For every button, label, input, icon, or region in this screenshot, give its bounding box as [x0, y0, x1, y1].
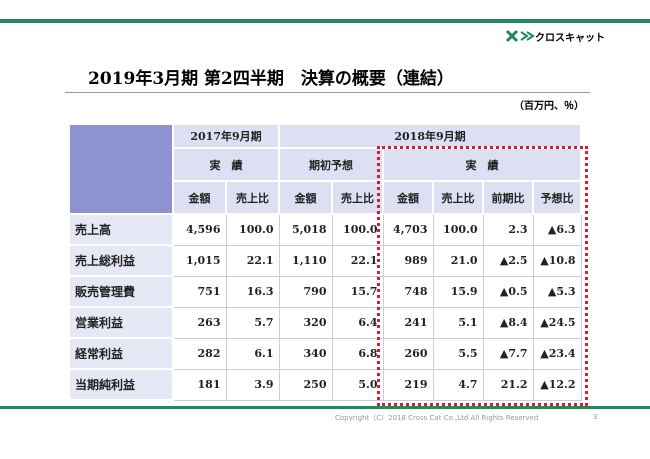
cell: 21.2 [482, 368, 534, 401]
cell: 219 [382, 368, 434, 401]
results-table: 2017年9月期 2018年9月期 実 績 期初予想 実 績 金額 売上比 金額 売上… [68, 123, 582, 401]
cell: 181 [172, 368, 227, 401]
highlight-box [377, 146, 588, 406]
column-header: 金額 [278, 180, 333, 215]
column-header: 前期比 [482, 180, 534, 215]
cell: ▲24.5 [532, 306, 582, 339]
cell: 241 [382, 306, 434, 339]
bottom-rule [0, 406, 650, 409]
cell: ▲23.4 [532, 337, 582, 370]
period-header: 2018年9月期 [278, 123, 582, 149]
corner-cell [68, 123, 174, 215]
cell: 2.3 [482, 213, 534, 246]
cell: 15.9 [432, 275, 484, 308]
page-number: 3 [593, 413, 598, 421]
cell: 6.4 [331, 306, 384, 339]
cell: 1,110 [278, 244, 333, 277]
cell: 263 [172, 306, 227, 339]
cell: 1,015 [172, 244, 227, 277]
row-label: 売上総利益 [68, 244, 174, 277]
cell: 4.7 [432, 368, 484, 401]
cell: ▲7.7 [482, 337, 534, 370]
row-label: 売上高 [68, 213, 174, 246]
cell: 320 [278, 306, 333, 339]
cell: 5.7 [225, 306, 280, 339]
cell: 250 [278, 368, 333, 401]
cell: 15.7 [331, 275, 384, 308]
column-header: 金額 [172, 180, 227, 215]
column-header: 金額 [382, 180, 434, 215]
cell: ▲10.8 [532, 244, 582, 277]
group-header: 実 績 [172, 147, 280, 182]
cell: 5.0 [331, 368, 384, 401]
cell: 790 [278, 275, 333, 308]
row-label: 当期純利益 [68, 368, 174, 401]
cell: 21.0 [432, 244, 484, 277]
column-header: 売上比 [225, 180, 280, 215]
column-header: 売上比 [432, 180, 484, 215]
cell: 4,703 [382, 213, 434, 246]
column-header: 売上比 [331, 180, 384, 215]
cell: 16.3 [225, 275, 280, 308]
cell: 260 [382, 337, 434, 370]
copyright: Copyright（C）2018 Cross Cat Co.,Ltd All R… [335, 414, 539, 422]
cell: 6.1 [225, 337, 280, 370]
row-label: 営業利益 [68, 306, 174, 339]
cell: ▲5.3 [532, 275, 582, 308]
column-header: 予想比 [532, 180, 582, 215]
cell: 100.0 [225, 213, 280, 246]
cell: ▲8.4 [482, 306, 534, 339]
group-header: 実 績 [382, 147, 582, 182]
cell: 100.0 [331, 213, 384, 246]
row-label: 販売管理費 [68, 275, 174, 308]
group-header: 期初予想 [278, 147, 384, 182]
cell: 3.9 [225, 368, 280, 401]
cell: 282 [172, 337, 227, 370]
cell: 5,018 [278, 213, 333, 246]
logo-text: クロスキャット [535, 33, 605, 44]
row-label: 経常利益 [68, 337, 174, 370]
cell: 22.1 [331, 244, 384, 277]
cell: 22.1 [225, 244, 280, 277]
title-rule [65, 92, 590, 93]
period-header: 2017年9月期 [172, 123, 280, 149]
top-rule [0, 19, 650, 23]
cell: 340 [278, 337, 333, 370]
cell: 748 [382, 275, 434, 308]
cell: ▲12.2 [532, 368, 582, 401]
cell: 4,596 [172, 213, 227, 246]
logo-mark [505, 29, 535, 43]
title: 2019年3月期 第2四半期 決算の概要（連結） [88, 69, 454, 89]
cell: ▲6.3 [532, 213, 582, 246]
cell: 751 [172, 275, 227, 308]
unit: （百万円、％） [514, 101, 584, 112]
cell: 6.8 [331, 337, 384, 370]
